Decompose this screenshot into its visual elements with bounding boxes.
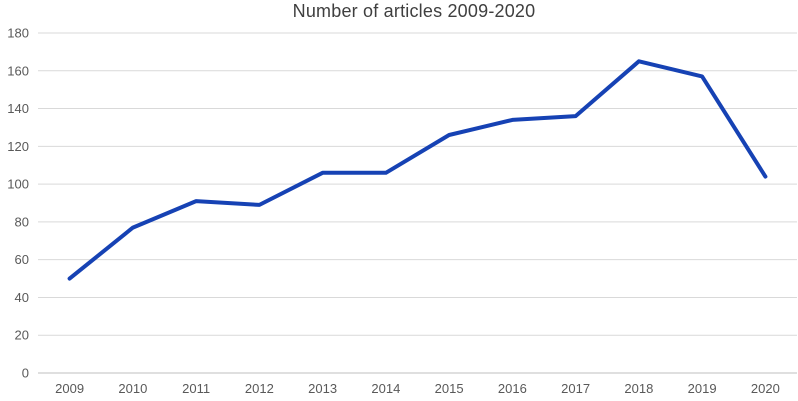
chart-title: Number of articles 2009-2020	[292, 1, 536, 21]
y-tick-label: 120	[7, 139, 29, 154]
y-tick-label: 0	[22, 366, 29, 381]
x-tick-label: 2016	[498, 381, 527, 396]
x-tick-label: 2011	[182, 381, 210, 396]
y-tick-label: 140	[7, 101, 29, 116]
y-tick-label: 180	[7, 26, 29, 41]
data-series-line	[67, 59, 768, 281]
y-tick-label: 80	[15, 214, 29, 229]
x-tick-label: 2013	[308, 381, 337, 396]
y-tick-label: 20	[15, 328, 29, 343]
x-tick-label: 2018	[624, 381, 653, 396]
x-tick-label: 2010	[118, 381, 147, 396]
y-tick-label: 40	[15, 290, 29, 305]
y-tick-label: 160	[7, 63, 29, 78]
y-tick-label: 100	[7, 177, 29, 192]
x-tick-label: 2009	[55, 381, 84, 396]
x-tick-label: 2019	[688, 381, 717, 396]
x-tick-label: 2020	[751, 381, 780, 396]
x-tick-label: 2017	[561, 381, 590, 396]
x-tick-label: 2012	[245, 381, 274, 396]
x-tick-label: 2014	[371, 381, 400, 396]
y-tick-label: 60	[15, 252, 29, 267]
x-tick-label: 2015	[435, 381, 464, 396]
